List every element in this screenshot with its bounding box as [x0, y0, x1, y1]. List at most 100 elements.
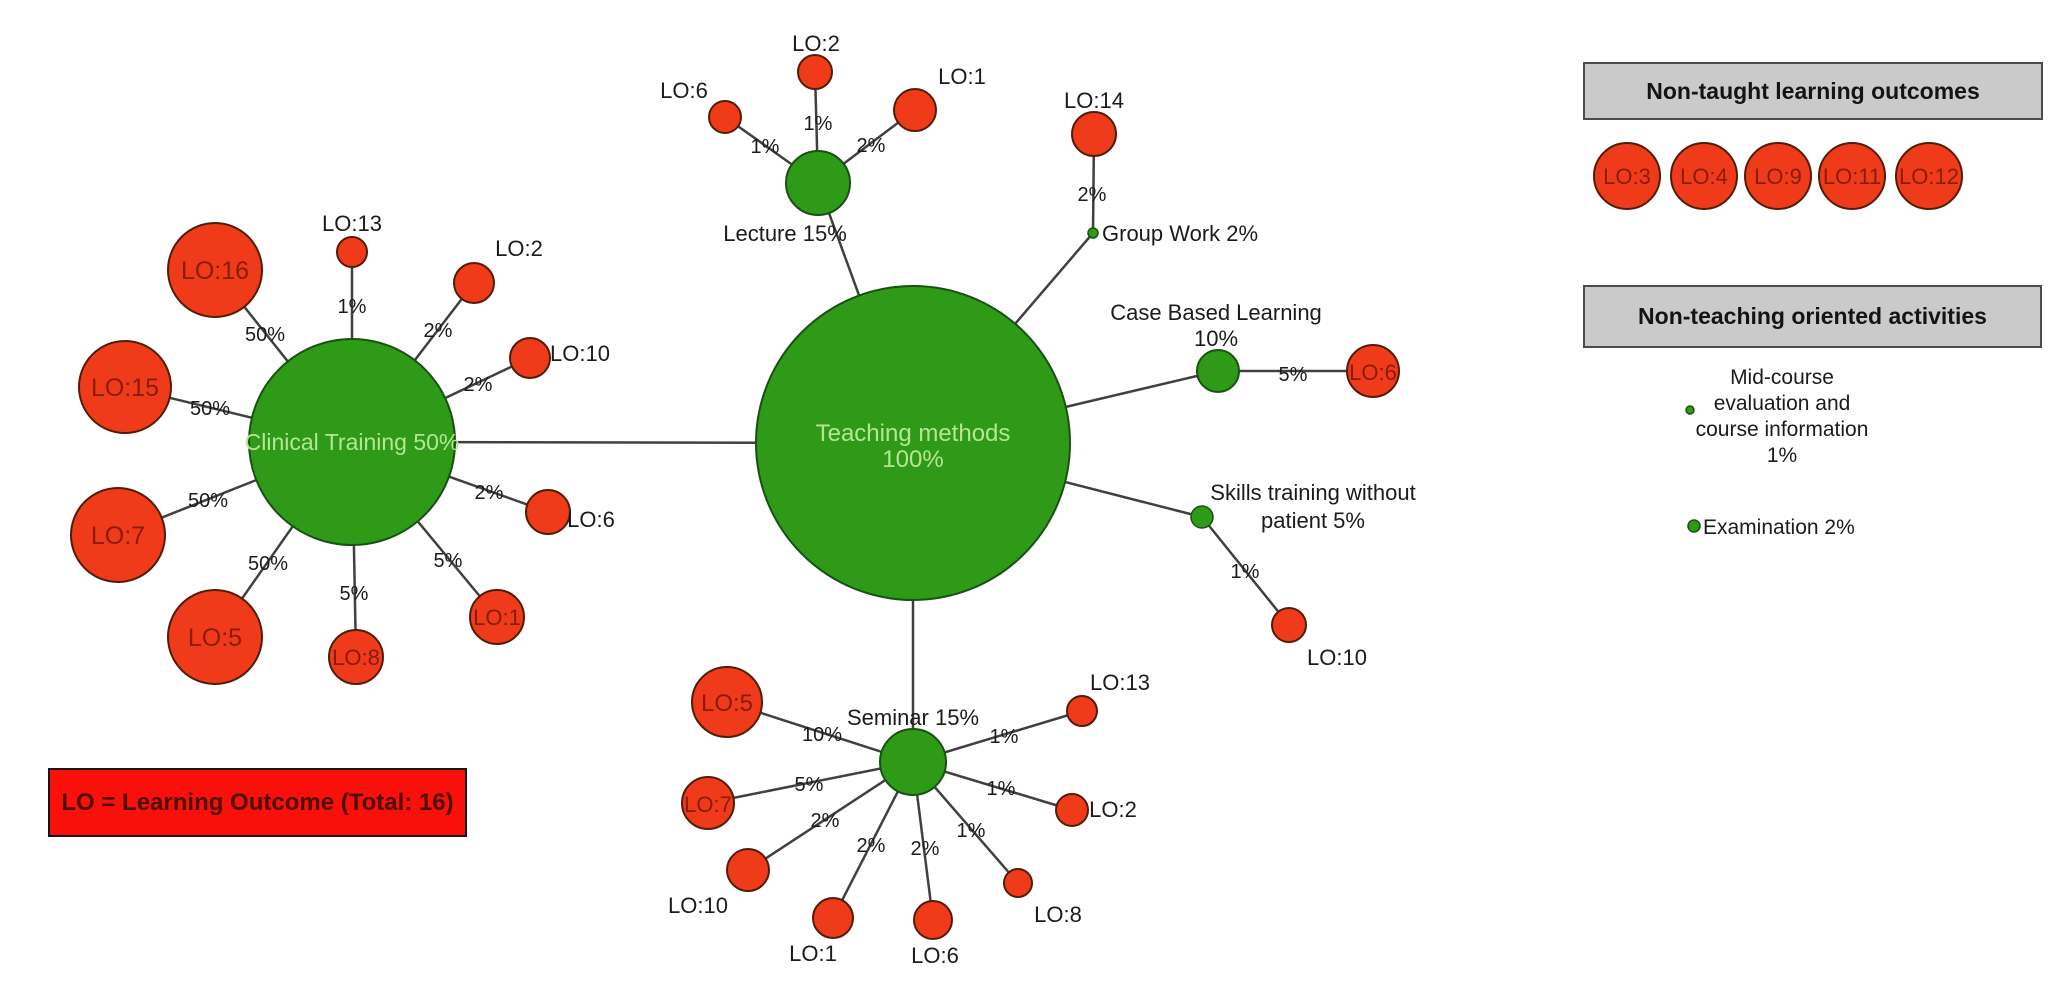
node-skills-circle [1190, 505, 1214, 529]
label-c_lo5: LO:5 [188, 624, 242, 652]
legend-outcome-lo3-label: LO:3 [1603, 164, 1651, 189]
node-se_lo7-circle [681, 776, 735, 830]
legend-outcome-lo9-label: LO:9 [1754, 164, 1802, 189]
label-c_lo1: LO:1 [473, 605, 521, 630]
label-cbl: Case Based Learning 10% [1110, 300, 1322, 351]
legend-outcome-lo11-circle [1818, 142, 1886, 210]
edge-label-cbl-cb_lo6: 5% [1279, 364, 1308, 386]
edge-label-lecture-l_lo1: 2% [857, 135, 886, 157]
label-se_lo10: LO:10 [668, 893, 728, 918]
node-cbl-circle [1196, 349, 1240, 393]
node-c_lo2-circle [453, 262, 495, 304]
node-se_lo13-circle [1066, 695, 1098, 727]
activity-midcourse-label: Mid-course evaluation and course informati… [1696, 366, 1869, 467]
label-c_lo10: LO:10 [550, 341, 610, 366]
nodes-layer [70, 54, 1963, 940]
edge-label-lecture-l_lo2: 1% [804, 113, 833, 135]
edge-skills-s_lo10 [1201, 516, 1290, 626]
legend-outcome-lo9-circle [1744, 142, 1812, 210]
label-cb_lo6: LO:6 [1349, 360, 1397, 385]
non-taught-outcomes-header: Non-taught learning outcomes [1583, 62, 2043, 120]
label-c_lo6: LO:6 [567, 507, 615, 532]
edge-label-clinical-c_lo15: 50% [190, 398, 230, 420]
labels-layer: 50%1%2%2%2%5%5%50%50%50%1%1%2%2%5%1%10%5… [91, 31, 1959, 968]
node-se_lo5-circle [691, 666, 763, 738]
label-g_lo14: LO:14 [1064, 88, 1124, 113]
edge-label-skills-s_lo10: 1% [1231, 561, 1260, 583]
node-se_lo8-circle [1003, 868, 1033, 898]
node-se_lo6-circle [913, 900, 953, 940]
edge-label-clinical-c_lo7: 50% [188, 490, 228, 512]
label-c_lo8: LO:8 [332, 645, 380, 670]
label-se_lo1: LO:1 [789, 941, 837, 966]
node-c_lo6-circle [525, 489, 571, 535]
edge-label-seminar-se_lo6: 2% [911, 838, 940, 860]
node-teaching-circle [755, 285, 1071, 601]
node-se_lo10-circle [726, 848, 770, 892]
edge-label-clinical-c_lo2: 2% [424, 320, 453, 342]
node-s_lo10-circle [1271, 607, 1307, 643]
label-seminar: Seminar 15% [847, 705, 979, 730]
edge-label-seminar-se_lo2: 1% [987, 778, 1016, 800]
node-groupwork-circle [1087, 227, 1099, 239]
label-se_lo5: LO:5 [701, 690, 753, 717]
edge-label-seminar-se_lo13: 1% [990, 726, 1019, 748]
label-l_lo2: LO:2 [792, 31, 840, 56]
lo-legend-note-text: LO = Learning Outcome (Total: 16) [61, 788, 454, 816]
edge-label-clinical-c_lo6: 2% [475, 482, 504, 504]
lo-legend-note: LO = Learning Outcome (Total: 16) [48, 768, 467, 837]
edge-label-seminar-se_lo1: 2% [857, 835, 886, 857]
edge-label-clinical-c_lo16: 50% [245, 324, 285, 346]
legend-outcome-lo12-circle [1895, 142, 1963, 210]
legend-outcome-lo4-circle [1670, 142, 1738, 210]
edge-label-lecture-l_lo6: 1% [751, 136, 780, 158]
activity-examination-label: Examination 2% [1703, 516, 1855, 539]
edge-label-clinical-c_lo5: 50% [248, 553, 288, 575]
node-l_lo6-circle [708, 100, 742, 134]
legend-outcome-lo12-label: LO:12 [1899, 164, 1959, 189]
label-skills: Skills training without patient 5% [1210, 480, 1415, 533]
non-teaching-activities-title: Non-teaching oriented activities [1638, 303, 1987, 329]
label-se_lo2: LO:2 [1089, 797, 1137, 822]
non-taught-outcomes-title: Non-taught learning outcomes [1646, 77, 1980, 104]
node-se_lo2-circle [1055, 793, 1089, 827]
node-se_lo1-circle [812, 897, 854, 939]
label-c_lo16: LO:16 [181, 257, 249, 285]
edge-label-seminar-se_lo5: 10% [802, 724, 842, 746]
node-c_lo1-circle [469, 589, 525, 645]
edge-label-clinical-c_lo1: 5% [434, 550, 463, 572]
label-se_lo7: LO:7 [684, 792, 732, 817]
label-c_lo2: LO:2 [495, 236, 543, 261]
label-s_lo10: LO:10 [1307, 645, 1367, 670]
label-se_lo6: LO:6 [911, 943, 959, 968]
edge-label-groupwork-g_lo14: 2% [1078, 184, 1107, 206]
node-c_lo16-circle [167, 222, 263, 318]
node-cb_lo6-circle [1346, 344, 1400, 398]
legend-outcome-lo11-label: LO:11 [1823, 164, 1881, 189]
node-c_lo7-circle [70, 487, 166, 583]
node-seminar-circle [879, 728, 947, 796]
edge-label-seminar-se_lo10: 2% [811, 810, 840, 832]
label-lecture: Lecture 15% [723, 221, 847, 246]
label-clinical: Clinical Training 50% [245, 429, 460, 455]
edge-label-clinical-c_lo13: 1% [338, 296, 367, 318]
node-c_lo5-circle [167, 589, 263, 685]
activity-midcourse-dot [1685, 405, 1695, 415]
edge-label-clinical-c_lo8: 5% [340, 583, 369, 605]
label-l_lo1: LO:1 [938, 64, 986, 89]
edge-label-seminar-se_lo7: 5% [795, 774, 824, 796]
node-clinical-circle [248, 338, 456, 546]
legend-outcome-lo4-label: LO:4 [1680, 164, 1728, 189]
node-g_lo14-circle [1071, 111, 1117, 157]
label-se_lo13: LO:13 [1090, 670, 1150, 695]
label-c_lo13: LO:13 [322, 211, 382, 236]
edge-label-clinical-c_lo10: 2% [464, 374, 493, 396]
edge-seminar-se_lo7 [707, 760, 914, 805]
node-c_lo8-circle [328, 629, 384, 685]
label-se_lo8: LO:8 [1034, 902, 1082, 927]
edge-label-seminar-se_lo8: 1% [957, 820, 986, 842]
node-c_lo10-circle [509, 337, 551, 379]
legend-outcome-lo3-circle [1593, 142, 1661, 210]
